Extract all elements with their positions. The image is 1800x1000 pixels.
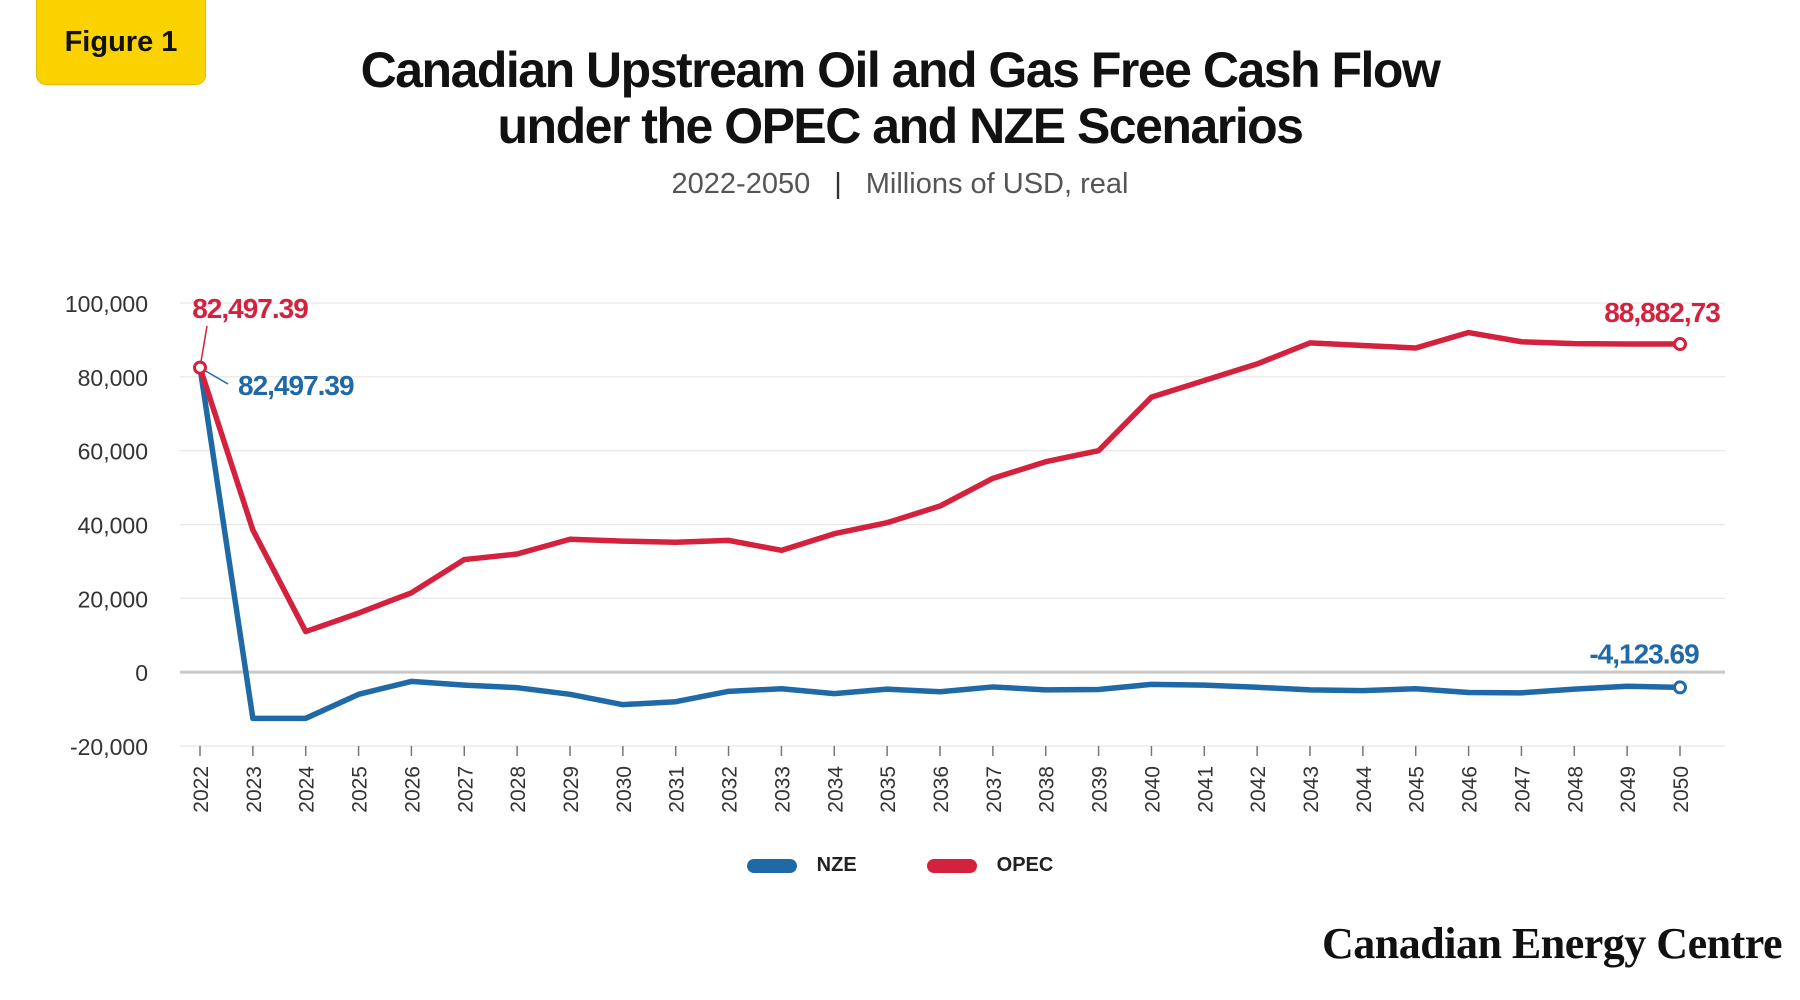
x-tick-label: 2026 xyxy=(401,766,424,813)
y-tick-label: 100,000 xyxy=(65,291,148,317)
point-marker-nze xyxy=(1673,680,1687,695)
brand-logo-text: Canadian Energy Centre xyxy=(1322,919,1782,968)
y-tick-label: 80,000 xyxy=(78,365,148,391)
x-tick-label: 2030 xyxy=(613,766,636,813)
annotation-leader-opec xyxy=(200,325,208,362)
x-tick-label: 2023 xyxy=(243,766,266,813)
x-tick-label: 2036 xyxy=(930,766,953,813)
x-tick-label: 2041 xyxy=(1194,766,1217,813)
data-label-opec: 88,882,73 xyxy=(1604,297,1720,328)
x-tick-label: 2042 xyxy=(1247,766,1270,813)
legend-label-nze: NZE xyxy=(816,854,857,876)
x-tick-label: 2025 xyxy=(349,766,372,813)
y-axis: 100,000 80,000 60,000 40,000 20,000 0 -20,000 xyxy=(65,291,148,760)
y-tick-label: 40,000 xyxy=(78,513,148,539)
chart-title-line-2: under the OPEC and NZE Scenarios xyxy=(497,98,1304,154)
x-tick-label: 2046 xyxy=(1459,766,1482,813)
x-tick-label: 2038 xyxy=(1036,766,1059,813)
x-tick-label: 2033 xyxy=(771,766,794,813)
x-tick-label: 2028 xyxy=(507,766,530,813)
x-tick-label: 2034 xyxy=(824,766,847,813)
point-marker-opec xyxy=(193,360,207,375)
x-tick-label: 2050 xyxy=(1670,766,1693,813)
x-tick-label: 2031 xyxy=(666,766,689,813)
x-tick-label: 2048 xyxy=(1564,766,1587,813)
x-tick-label: 2024 xyxy=(296,766,319,813)
x-tick-label: 2047 xyxy=(1511,766,1534,813)
data-label-nze: -4,123.69 xyxy=(1589,638,1699,669)
series-lines xyxy=(197,329,1683,722)
x-tick-label: 2049 xyxy=(1617,766,1640,813)
data-label-nze: 82,497.39 xyxy=(238,370,354,401)
x-tick-label: 2029 xyxy=(560,766,583,813)
x-tick-label: 2044 xyxy=(1353,766,1376,813)
legend-item-opec: OPEC xyxy=(926,854,1054,877)
series-line-opec xyxy=(197,329,1683,635)
legend-swatch-nze xyxy=(746,858,797,873)
x-tick-label: 2040 xyxy=(1141,766,1164,813)
legend-swatch-opec xyxy=(926,858,977,873)
x-tick-label: 2043 xyxy=(1300,766,1323,813)
point-marker-opec xyxy=(1673,337,1687,352)
subtitle-unit: Millions of USD, real xyxy=(865,168,1129,200)
x-tick-label: 2027 xyxy=(454,766,477,813)
legend-label-opec: OPEC xyxy=(996,854,1054,876)
y-tick-label: 20,000 xyxy=(78,586,148,612)
x-axis: 2022 2023 2024 2025 2026 2027 2028 2029 2030 2031… xyxy=(190,746,1693,813)
x-tick-label: 2032 xyxy=(719,766,742,813)
x-tick-label: 2045 xyxy=(1406,766,1429,813)
subtitle-separator: | xyxy=(834,168,842,200)
legend-item-nze: NZE xyxy=(746,854,857,877)
x-tick-label: 2037 xyxy=(983,766,1006,813)
chart-subtitle: 2022-2050 | Millions of USD, real xyxy=(0,168,1800,201)
data-label-opec: 82,497.39 xyxy=(192,293,308,324)
series-line-nze xyxy=(197,364,1683,722)
annotations: 82,497.39 82,497.39 88,882,73 -4,123.69 xyxy=(192,293,1721,695)
figure-badge: Figure 1 xyxy=(36,0,206,85)
y-tick-label: 0 xyxy=(135,660,148,686)
y-tick-label: -20,000 xyxy=(70,734,148,760)
legend: NZE OPEC xyxy=(0,854,1800,877)
x-tick-label: 2039 xyxy=(1089,766,1112,813)
x-tick-label: 2035 xyxy=(877,766,900,813)
chart-title-line-1: Canadian Upstream Oil and Gas Free Cash … xyxy=(360,42,1441,98)
subtitle-period: 2022-2050 xyxy=(671,168,811,200)
annotation-leader-nze xyxy=(204,369,229,385)
grid-lines xyxy=(180,302,1725,747)
x-tick-label: 2022 xyxy=(190,766,213,813)
y-tick-label: 60,000 xyxy=(78,439,148,465)
